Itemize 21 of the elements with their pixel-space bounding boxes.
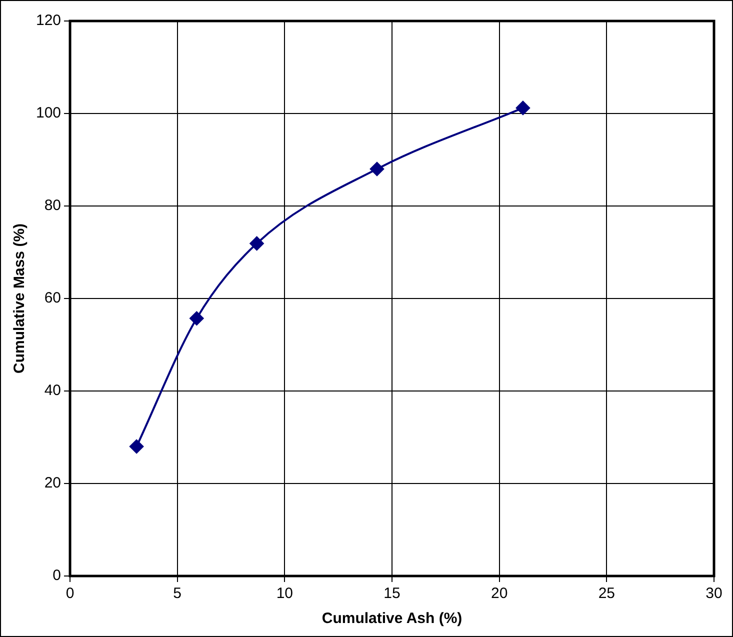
y-tick-label: 20 (44, 474, 62, 492)
point (516, 100, 530, 115)
y-axis-title: Cumulative Mass (%) (11, 223, 28, 374)
point (130, 440, 144, 454)
point (190, 311, 204, 326)
y-tick-label: 80 (44, 197, 62, 214)
x-tick-label: 20 (491, 585, 508, 602)
x-tick-label: 10 (276, 585, 294, 602)
y-tick-label: 100 (36, 104, 62, 122)
x-tick-label: 0 (66, 585, 74, 602)
x-tick-label: 25 (598, 585, 616, 602)
y-tick-label: 60 (44, 290, 62, 307)
x-axis-title: Cumulative Ash (%) (322, 610, 462, 628)
point (250, 236, 264, 250)
y-tick-label: 120 (36, 12, 62, 30)
point (370, 162, 384, 176)
y-tick-label: 0 (52, 567, 62, 584)
y-tick-label: 40 (44, 382, 62, 400)
x-tick-label: 5 (173, 585, 182, 602)
x-tick-label: 15 (384, 585, 400, 602)
x-tick-label: 30 (706, 585, 722, 602)
